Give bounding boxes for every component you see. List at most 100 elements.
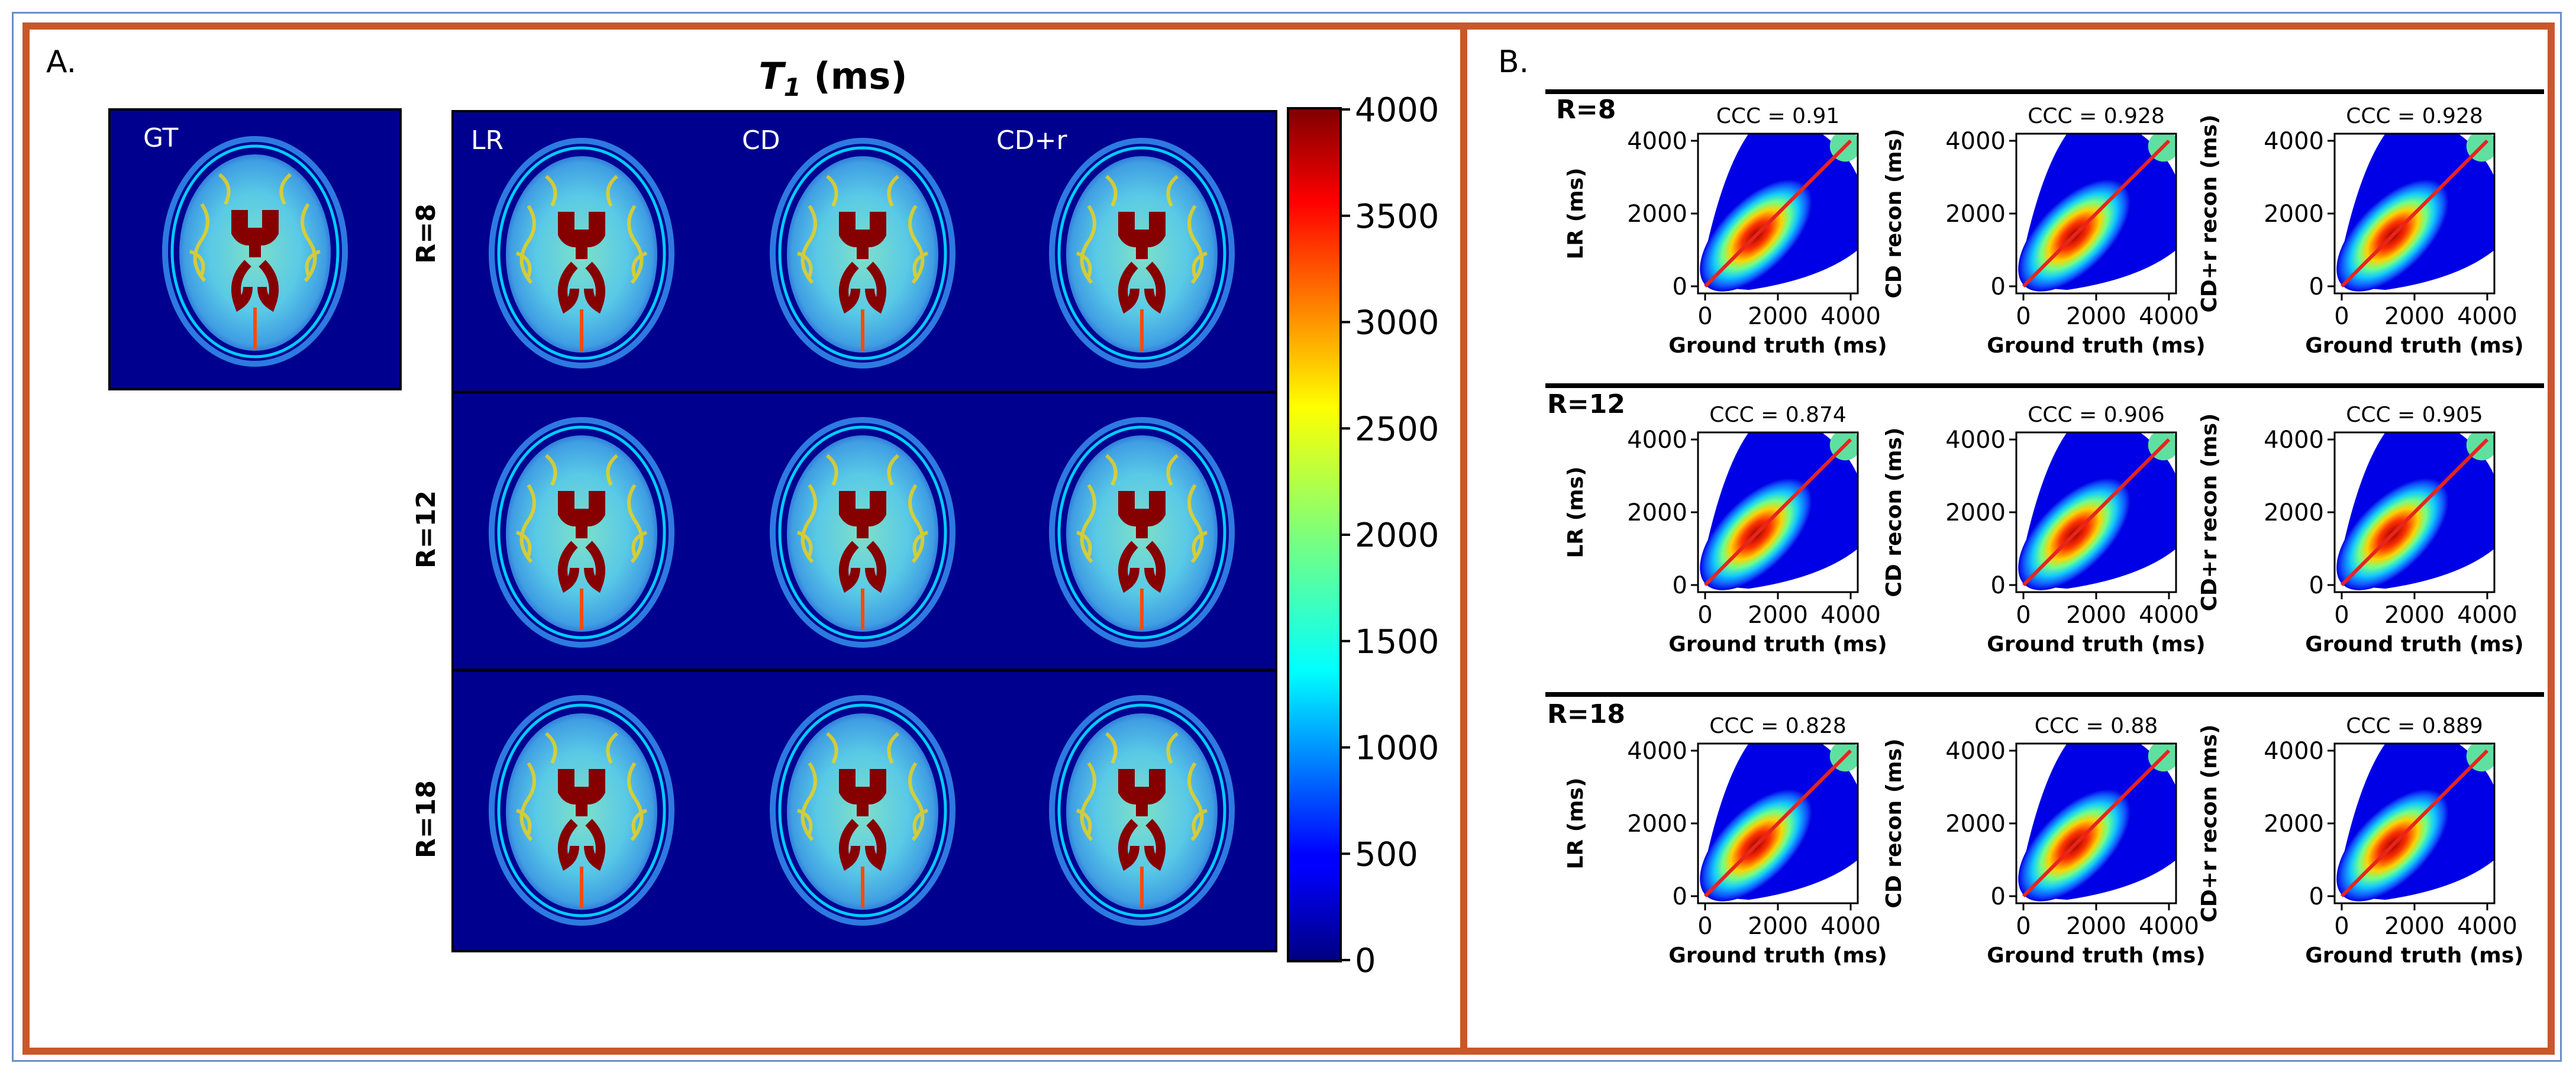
x-tick-label: 2000	[2066, 913, 2126, 940]
x-tick-label: 0	[1697, 303, 1712, 330]
x-axis-label: Ground truth (ms)	[2305, 632, 2523, 657]
x-axis-label: Ground truth (ms)	[1987, 334, 2205, 358]
scatter-plot: 00 2000 2000 4000 4000 CCC = 0.91 Ground truth…	[1564, 104, 1887, 358]
scatter-row-label: R=12	[1547, 389, 1625, 419]
identity-line	[1703, 438, 1852, 587]
y-tick-label: 2000	[1627, 201, 1687, 228]
x-axis-label: Ground truth (ms)	[1668, 632, 1887, 657]
brain-r18-cd	[773, 698, 953, 923]
identity-line	[2022, 438, 2171, 587]
identity-line	[1703, 749, 1852, 898]
scatter-row-label: R=8	[1556, 95, 1616, 125]
scatter-plot: 00 2000 2000 4000 4000 CCC = 0.928 Ground trut…	[1882, 104, 2206, 358]
column-label-cdr: CD+r	[996, 125, 1067, 156]
scatter-plot: 00 2000 2000 4000 4000 CCC = 0.889 Ground trut…	[2197, 714, 2524, 968]
panel-b-frame	[1460, 22, 2555, 1055]
column-label-cd: CD	[742, 125, 780, 156]
x-tick-label: 4000	[1820, 913, 1881, 940]
x-tick-label: 0	[1697, 913, 1712, 940]
scatter-plot: 00 2000 2000 4000 4000 CCC = 0.874 Ground trut…	[1564, 403, 1887, 657]
y-tick-label: 4000	[1627, 426, 1687, 454]
x-tick-label: 0	[2016, 602, 2031, 629]
t1-title: T1 (ms)	[758, 54, 907, 102]
x-axis-label: Ground truth (ms)	[1987, 943, 2205, 968]
x-tick-label: 4000	[1820, 602, 1881, 629]
ccc-value: CCC = 0.88	[2035, 714, 2158, 738]
colorbar-tick-label: 500	[1355, 835, 1418, 874]
colorbar-tick-label: 3000	[1355, 304, 1439, 342]
x-axis-label: Ground truth (ms)	[2305, 943, 2523, 968]
y-tick-label: 0	[1673, 273, 1687, 300]
y-tick-label: 4000	[2264, 128, 2324, 155]
identity-line	[2022, 749, 2171, 898]
x-tick-label: 0	[1697, 602, 1712, 629]
scatter-plot: 00 2000 2000 4000 4000 CCC = 0.928 Ground trut…	[2197, 104, 2524, 358]
x-tick-label: 4000	[2457, 913, 2517, 940]
y-axis-label: LR (ms)	[1564, 167, 1588, 259]
ccc-value: CCC = 0.905	[2346, 403, 2483, 427]
scatter-plot: 00 2000 2000 4000 4000 CCC = 0.905 Ground trut…	[2197, 403, 2524, 657]
gt-brain-slice	[165, 139, 345, 364]
row-label-r18: R=18	[411, 780, 441, 858]
x-tick-label: 4000	[2139, 913, 2199, 940]
colorbar-tick-label: 3500	[1355, 198, 1439, 236]
panel-a-label: A.	[46, 44, 76, 80]
ccc-value: CCC = 0.874	[1709, 403, 1847, 427]
x-tick-label: 0	[2016, 303, 2031, 330]
brain-r18-cdr	[1052, 698, 1232, 923]
identity-line	[2022, 139, 2171, 288]
y-tick-label: 4000	[2264, 426, 2324, 454]
y-tick-label: 4000	[1945, 738, 2006, 765]
colorbar-tick-label: 2500	[1355, 410, 1439, 448]
panel-b-label: B.	[1498, 44, 1529, 80]
identity-line	[1703, 139, 1852, 288]
y-axis-label: LR (ms)	[1564, 777, 1588, 869]
x-axis-label: Ground truth (ms)	[2305, 334, 2523, 358]
y-tick-label: 4000	[1945, 426, 2006, 454]
y-tick-label: 2000	[2264, 499, 2324, 526]
colorbar-tick-label: 1000	[1355, 729, 1439, 768]
ccc-value: CCC = 0.906	[2028, 403, 2165, 427]
brain-r18-lr	[492, 698, 672, 923]
y-axis-label: CD recon (ms)	[1882, 738, 1906, 908]
scatter-plot: 00 2000 2000 4000 4000 CCC = 0.88 Ground truth…	[1882, 714, 2206, 968]
y-axis-label: CD+r recon (ms)	[2197, 413, 2222, 611]
y-tick-label: 0	[1673, 883, 1687, 910]
y-axis-label: CD+r recon (ms)	[2197, 114, 2222, 312]
x-tick-label: 0	[2334, 303, 2349, 330]
y-tick-label: 2000	[1627, 810, 1687, 838]
x-tick-label: 2000	[1748, 602, 1808, 629]
y-axis-label: CD recon (ms)	[1882, 427, 1906, 597]
x-tick-label: 2000	[2066, 303, 2126, 330]
brain-r8-cdr	[1052, 141, 1232, 366]
x-tick-label: 2000	[2384, 303, 2445, 330]
scatter-plot: 00 2000 2000 4000 4000 CCC = 0.906 Ground trut…	[1882, 403, 2206, 657]
x-tick-label: 0	[2334, 913, 2349, 940]
colorbar	[1287, 107, 1342, 962]
y-tick-label: 0	[2309, 273, 2324, 300]
y-tick-label: 2000	[1945, 810, 2006, 838]
x-tick-label: 0	[2334, 602, 2349, 629]
x-tick-label: 2000	[1748, 303, 1808, 330]
brain-r8-cd	[773, 141, 953, 366]
y-tick-label: 2000	[2264, 201, 2324, 228]
y-tick-label: 0	[1991, 883, 2006, 910]
y-axis-label: LR (ms)	[1564, 466, 1588, 558]
ccc-value: CCC = 0.91	[1716, 104, 1840, 128]
colorbar-tick-label: 4000	[1355, 91, 1439, 130]
brain-r12-cdr	[1052, 420, 1232, 645]
identity-line	[2340, 139, 2489, 288]
x-tick-label: 4000	[2457, 303, 2517, 330]
ccc-value: CCC = 0.828	[1709, 714, 1847, 738]
y-tick-label: 0	[1991, 273, 2006, 300]
x-tick-label: 2000	[1748, 913, 1808, 940]
x-axis-label: Ground truth (ms)	[1987, 632, 2205, 657]
y-tick-label: 4000	[1627, 738, 1687, 765]
brain-r12-lr	[492, 420, 672, 645]
column-label-lr: LR	[471, 125, 503, 156]
x-tick-label: 2000	[2384, 913, 2445, 940]
scatter-plot: 00 2000 2000 4000 4000 CCC = 0.828 Ground trut…	[1564, 714, 1887, 968]
y-tick-label: 2000	[1627, 499, 1687, 526]
